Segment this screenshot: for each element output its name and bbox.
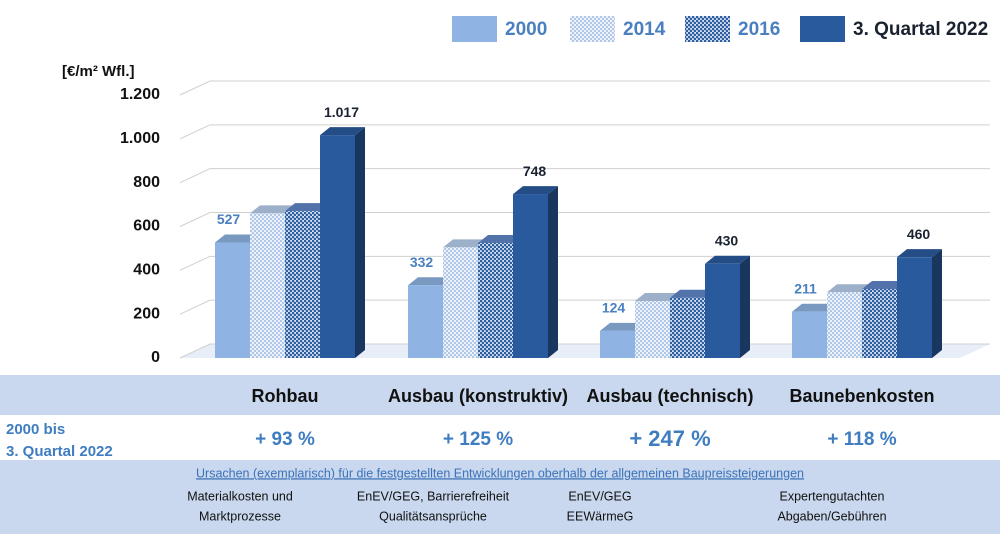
grid-line [179, 80, 990, 96]
data-label: 332 [410, 254, 434, 270]
data-label: 1.017 [324, 104, 359, 120]
bar-top [513, 186, 558, 195]
legend-swatch [800, 16, 845, 42]
change-value: + 247 % [629, 426, 710, 451]
cause: Materialkosten und [187, 489, 293, 503]
cause: Qualitätsansprüche [379, 509, 487, 523]
y-tick-label: 800 [133, 174, 160, 191]
bar [215, 242, 250, 358]
floor [180, 344, 990, 358]
bar-side [355, 127, 365, 358]
bar-top [408, 277, 453, 286]
bar-side [548, 186, 558, 358]
bar-top [215, 234, 260, 243]
bar [478, 242, 513, 358]
y-tick-label: 600 [133, 218, 160, 235]
y-tick-label: 400 [133, 262, 160, 279]
legend-swatch [452, 16, 497, 42]
data-label: 527 [217, 211, 241, 227]
bar [443, 247, 478, 358]
legend-label: 3. Quartal 2022 [853, 19, 988, 40]
data-label: 460 [907, 226, 931, 242]
cause: Expertengutachten [780, 489, 885, 503]
grid-line [179, 168, 990, 184]
bar-top [705, 255, 750, 264]
y-tick-label: 200 [133, 305, 160, 322]
bar [670, 297, 705, 358]
category-band [0, 375, 1000, 415]
data-label: 430 [715, 232, 739, 248]
bar [320, 135, 355, 358]
legend-swatch [570, 16, 615, 42]
cause: EnEV/GEG [568, 489, 631, 503]
change-value: + 93 % [255, 429, 315, 450]
bar-top [443, 239, 488, 248]
legend-label: 2016 [738, 19, 780, 40]
bar [827, 292, 862, 358]
bar [862, 288, 897, 358]
bar [250, 213, 285, 358]
data-label: 748 [523, 163, 547, 179]
bar-top [635, 293, 680, 302]
row-label: 3. Quartal 2022 [6, 443, 113, 460]
y-axis-label: [€/m² Wfl.] [62, 63, 135, 80]
data-label: 211 [794, 280, 817, 296]
cause: EEWärmeG [567, 509, 634, 523]
legend-label: 2000 [505, 19, 547, 40]
y-tick-label: 1.200 [120, 86, 160, 103]
grid-line [179, 124, 990, 140]
bar-top [320, 127, 365, 136]
bar-top [600, 322, 645, 331]
bar-top [478, 234, 523, 243]
legend-swatch [685, 16, 730, 42]
bar-side [932, 249, 942, 358]
causes-title: Ursachen (exemplarisch) für die festgest… [196, 466, 804, 480]
bar-side [740, 255, 750, 358]
grid-line [179, 212, 990, 227]
y-tick-label: 1.000 [120, 130, 160, 147]
category-label: Rohbau [252, 386, 319, 406]
data-label: 124 [602, 300, 626, 316]
bar [792, 311, 827, 358]
bar [635, 301, 670, 358]
cause: Marktprozesse [199, 509, 281, 523]
category-label: Ausbau (konstruktiv) [388, 386, 568, 406]
bar-top [792, 303, 837, 312]
change-value: + 118 % [827, 429, 896, 450]
bar-top [827, 284, 872, 293]
y-tick-label: 0 [151, 349, 160, 366]
category-label: Ausbau (technisch) [586, 386, 753, 406]
change-value: + 125 % [443, 429, 513, 450]
causes-band [0, 460, 1000, 534]
cause: Abgaben/Gebühren [777, 509, 886, 523]
cause: EnEV/GEG, Barrierefreiheit [357, 489, 510, 503]
bar-top [670, 289, 715, 298]
bar [600, 330, 635, 358]
bar [897, 257, 932, 358]
bar [408, 285, 443, 358]
bar-top [250, 205, 295, 214]
bar-top [862, 280, 907, 289]
bar [285, 211, 320, 358]
bar-top [285, 203, 330, 212]
bar [513, 194, 548, 358]
legend-label: 2014 [623, 19, 666, 40]
bar-top [897, 249, 942, 258]
row-label: 2000 bis [6, 421, 65, 438]
bar [705, 263, 740, 358]
category-label: Baunebenkosten [789, 386, 934, 406]
